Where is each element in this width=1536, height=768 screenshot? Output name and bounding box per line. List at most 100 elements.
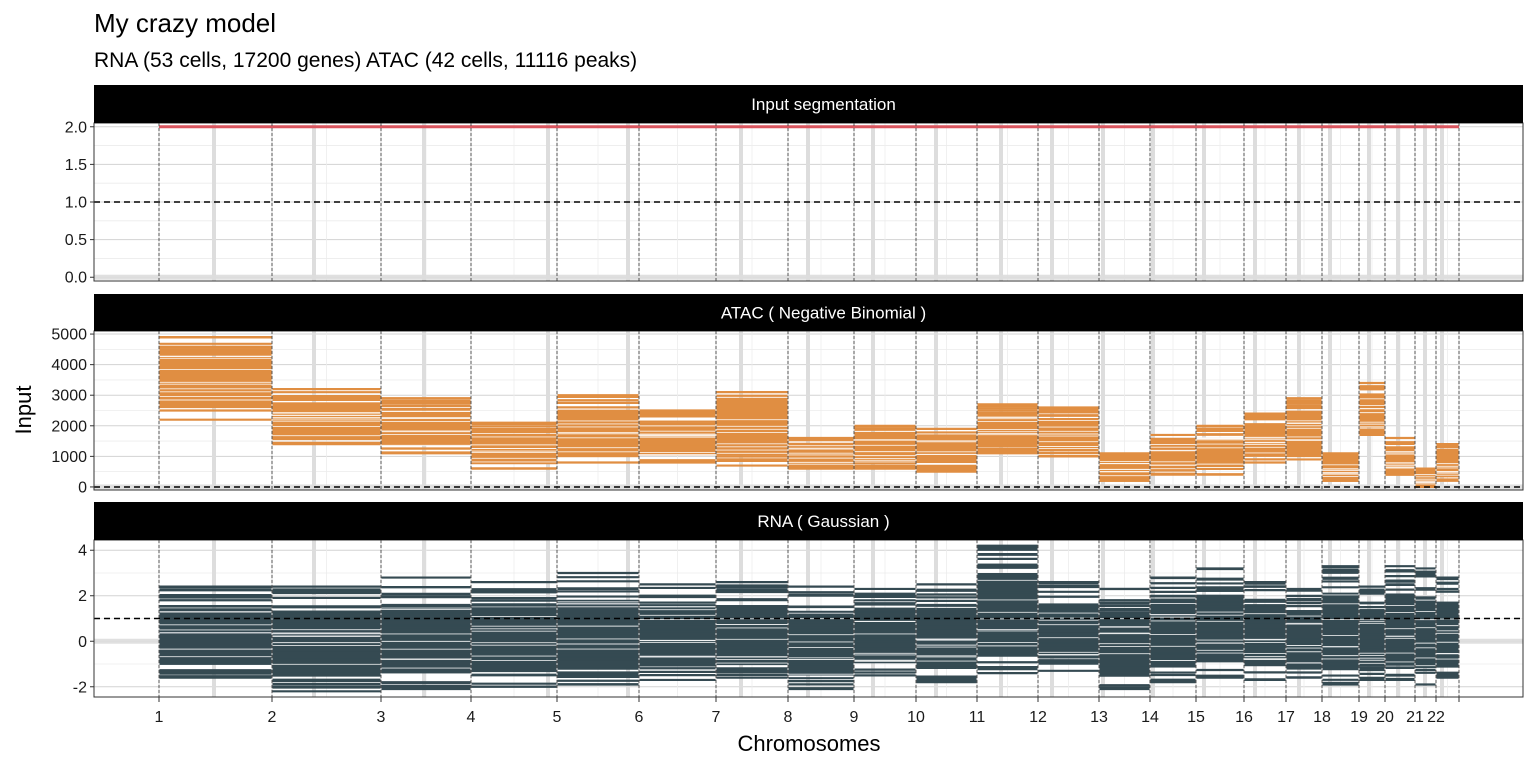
segments-chr-21 [1415, 567, 1436, 686]
genome-gap-band [1151, 123, 1155, 281]
facet-strip [94, 85, 1523, 123]
segments-chr-20 [1385, 565, 1415, 682]
y-tick-label: 1.5 [65, 157, 87, 174]
y-tick-label: -2 [73, 679, 87, 696]
genome-gap-band [1202, 331, 1206, 490]
segments-chr-9 [854, 424, 916, 470]
y-tick-label: 5000 [51, 327, 87, 344]
segments-chr-15 [1196, 424, 1244, 476]
x-tick-label: 22 [1427, 709, 1445, 726]
x-tick-label: 18 [1313, 709, 1331, 726]
segments-chr-3 [381, 397, 471, 455]
x-tick-label: 13 [1090, 709, 1108, 726]
x-tick-label: 19 [1350, 709, 1368, 726]
genome-gap-band [934, 331, 938, 490]
panel-atac: ATAC ( Negative Binomial ) 0 1000 2000 3000 4… [51, 294, 1524, 496]
segments-chr-4 [471, 421, 557, 470]
genome-gap-band [999, 123, 1003, 281]
segments-chr-17 [1286, 587, 1322, 679]
x-tick-label: 20 [1376, 709, 1394, 726]
zero-baseline-band [94, 274, 1523, 280]
segments-chr-7 [716, 580, 788, 679]
chart-title: My crazy model [94, 8, 276, 38]
x-tick-label: 14 [1141, 709, 1159, 726]
facet-strip-label: RNA ( Gaussian ) [757, 512, 889, 531]
genome-gap-band [1297, 331, 1301, 490]
x-tick-label: 3 [377, 709, 386, 726]
segments-chr-8 [788, 436, 854, 470]
segments-chr-19 [1359, 381, 1385, 437]
segments-chr-11 [977, 544, 1038, 675]
segments-chr-17 [1286, 397, 1322, 461]
genome-gap-band [1440, 123, 1444, 281]
y-tick-label: 4000 [51, 357, 87, 374]
genome-gap-band [1253, 331, 1257, 490]
y-tick-label: 2 [78, 588, 87, 605]
facet-strip [94, 294, 1523, 331]
facet-strip [94, 502, 1523, 540]
segments-chr-1 [159, 585, 272, 679]
genome-gap-band [871, 331, 875, 490]
x-axis: 1 2 3 4 5 6 7 8 9 10 11 12 13 14 15 16 17 18 19 20 21 22 [155, 697, 1460, 726]
segments-chr-16 [1244, 412, 1286, 464]
segments-chr-6 [639, 409, 716, 464]
segments-ATAC [159, 336, 1459, 489]
x-axis-title: Chromosomes [737, 731, 880, 756]
segments-chr-5 [557, 571, 639, 686]
segments-chr-21 [1415, 467, 1436, 489]
x-tick-label: 12 [1029, 709, 1047, 726]
genome-gap-band [806, 331, 810, 490]
x-tick-label: 11 [969, 709, 986, 726]
facet-strip-label: ATAC ( Negative Binomial ) [721, 304, 926, 323]
x-tick-label: 6 [635, 709, 644, 726]
x-tick-label: 21 [1406, 709, 1424, 726]
x-tick-label: 16 [1235, 709, 1253, 726]
y-tick-label: 2.0 [65, 119, 87, 136]
y-tick-label: 0 [78, 634, 87, 651]
segments-chr-14 [1150, 576, 1196, 684]
segments-chr-18 [1322, 452, 1359, 482]
segments-chr-20 [1385, 436, 1415, 476]
genome-gap-band [1423, 331, 1427, 490]
segments-chr-12 [1038, 406, 1099, 458]
genome-gap-band [1328, 331, 1332, 490]
segments-RNA [159, 544, 1459, 693]
y-axis-title: Input [11, 386, 36, 435]
segments-chr-2 [272, 585, 381, 693]
genome-gap-band [739, 123, 743, 281]
segments-chr-8 [788, 585, 854, 691]
chart-subtitle: RNA (53 cells, 17200 genes) ATAC (42 cel… [94, 49, 637, 72]
segments-chr-16 [1244, 580, 1286, 682]
panel-rna: RNA ( Gaussian ) -2 0 2 4 [73, 502, 1524, 698]
y-tick-label: 4 [78, 543, 87, 560]
segment-band [788, 611, 854, 675]
segments-chr-3 [381, 576, 471, 691]
segment-band [977, 576, 1038, 656]
x-tick-label: 10 [907, 709, 925, 726]
y-tick-label: 3000 [51, 388, 87, 405]
segments-chr-12 [1038, 580, 1099, 672]
segments-chr-18 [1322, 565, 1359, 686]
panel-input-segmentation: Input segmentation 0.0 0.5 1.0 1.5 2.0 [65, 85, 1524, 287]
genome-gap-band [1101, 331, 1105, 490]
y-tick-label: 1.0 [65, 195, 87, 212]
segments-chr-7 [716, 391, 788, 467]
genome-gap-band [1101, 123, 1105, 281]
genome-gap-band [1396, 331, 1400, 490]
genome-gap-band [1151, 331, 1155, 490]
segments-chr-1 [159, 336, 272, 421]
x-tick-label: 5 [553, 709, 562, 726]
genome-gap-band [1440, 331, 1444, 490]
segments-chr-10 [916, 583, 977, 684]
segments-chr-22 [1436, 443, 1459, 482]
segments-chr-13 [1099, 452, 1150, 482]
x-tick-label: 2 [268, 709, 277, 726]
genome-gap-band [546, 331, 550, 490]
x-tick-label: 4 [467, 709, 476, 726]
segments-chr-4 [471, 580, 557, 688]
x-tick-label: 15 [1187, 709, 1205, 726]
x-tick-label: 17 [1277, 709, 1295, 726]
segments-chr-22 [1436, 576, 1459, 679]
y-tick-label: 2000 [51, 418, 87, 435]
